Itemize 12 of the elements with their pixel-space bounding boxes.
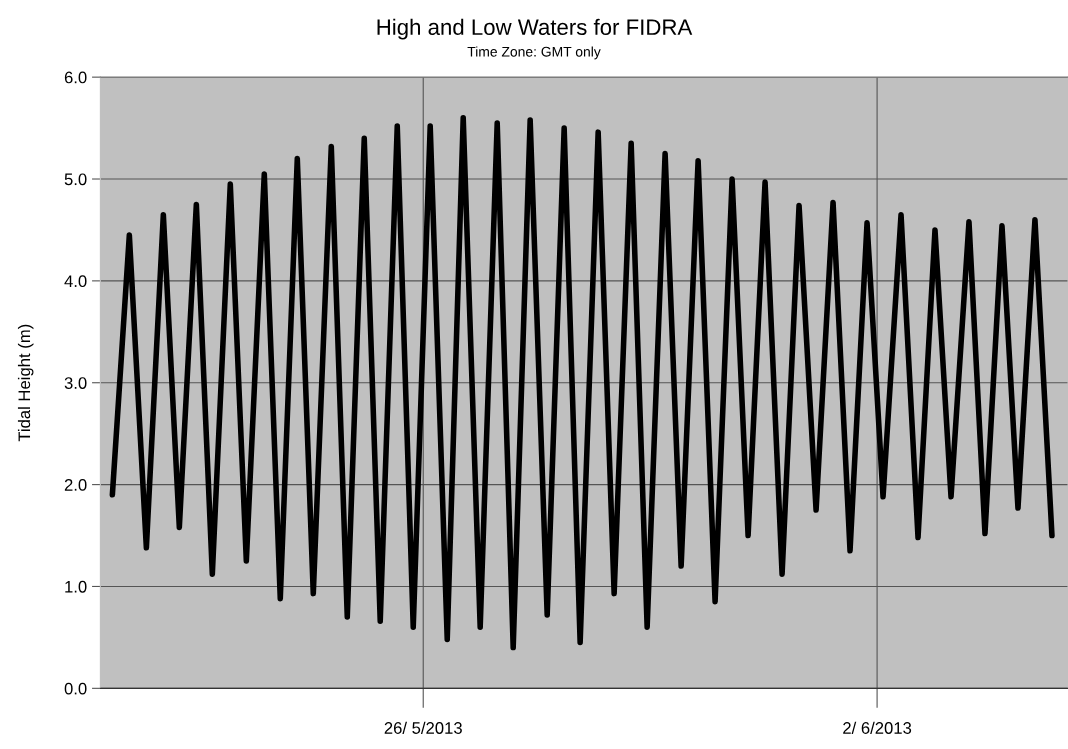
y-tick-label: 3.0 [64, 377, 87, 389]
x-tick-label: 26/ 5/2013 [384, 721, 462, 734]
y-tick-label: 4.0 [64, 275, 87, 288]
y-tick-label: 6.0 [64, 71, 87, 84]
y-tick-label: 1.0 [65, 580, 87, 593]
y-tick-label: 2.0 [64, 479, 87, 491]
y-axis-title: Tidal Height (m) [17, 324, 34, 442]
y-tick-label: 0.0 [64, 682, 87, 695]
x-tick-label: 2/ 6/2013 [843, 721, 912, 734]
chart-title: High and Low Waters for FIDRA [377, 18, 693, 40]
y-tick-label: 5.0 [64, 173, 87, 186]
chart-subtitle: Time Zone: GMT only [467, 46, 601, 60]
